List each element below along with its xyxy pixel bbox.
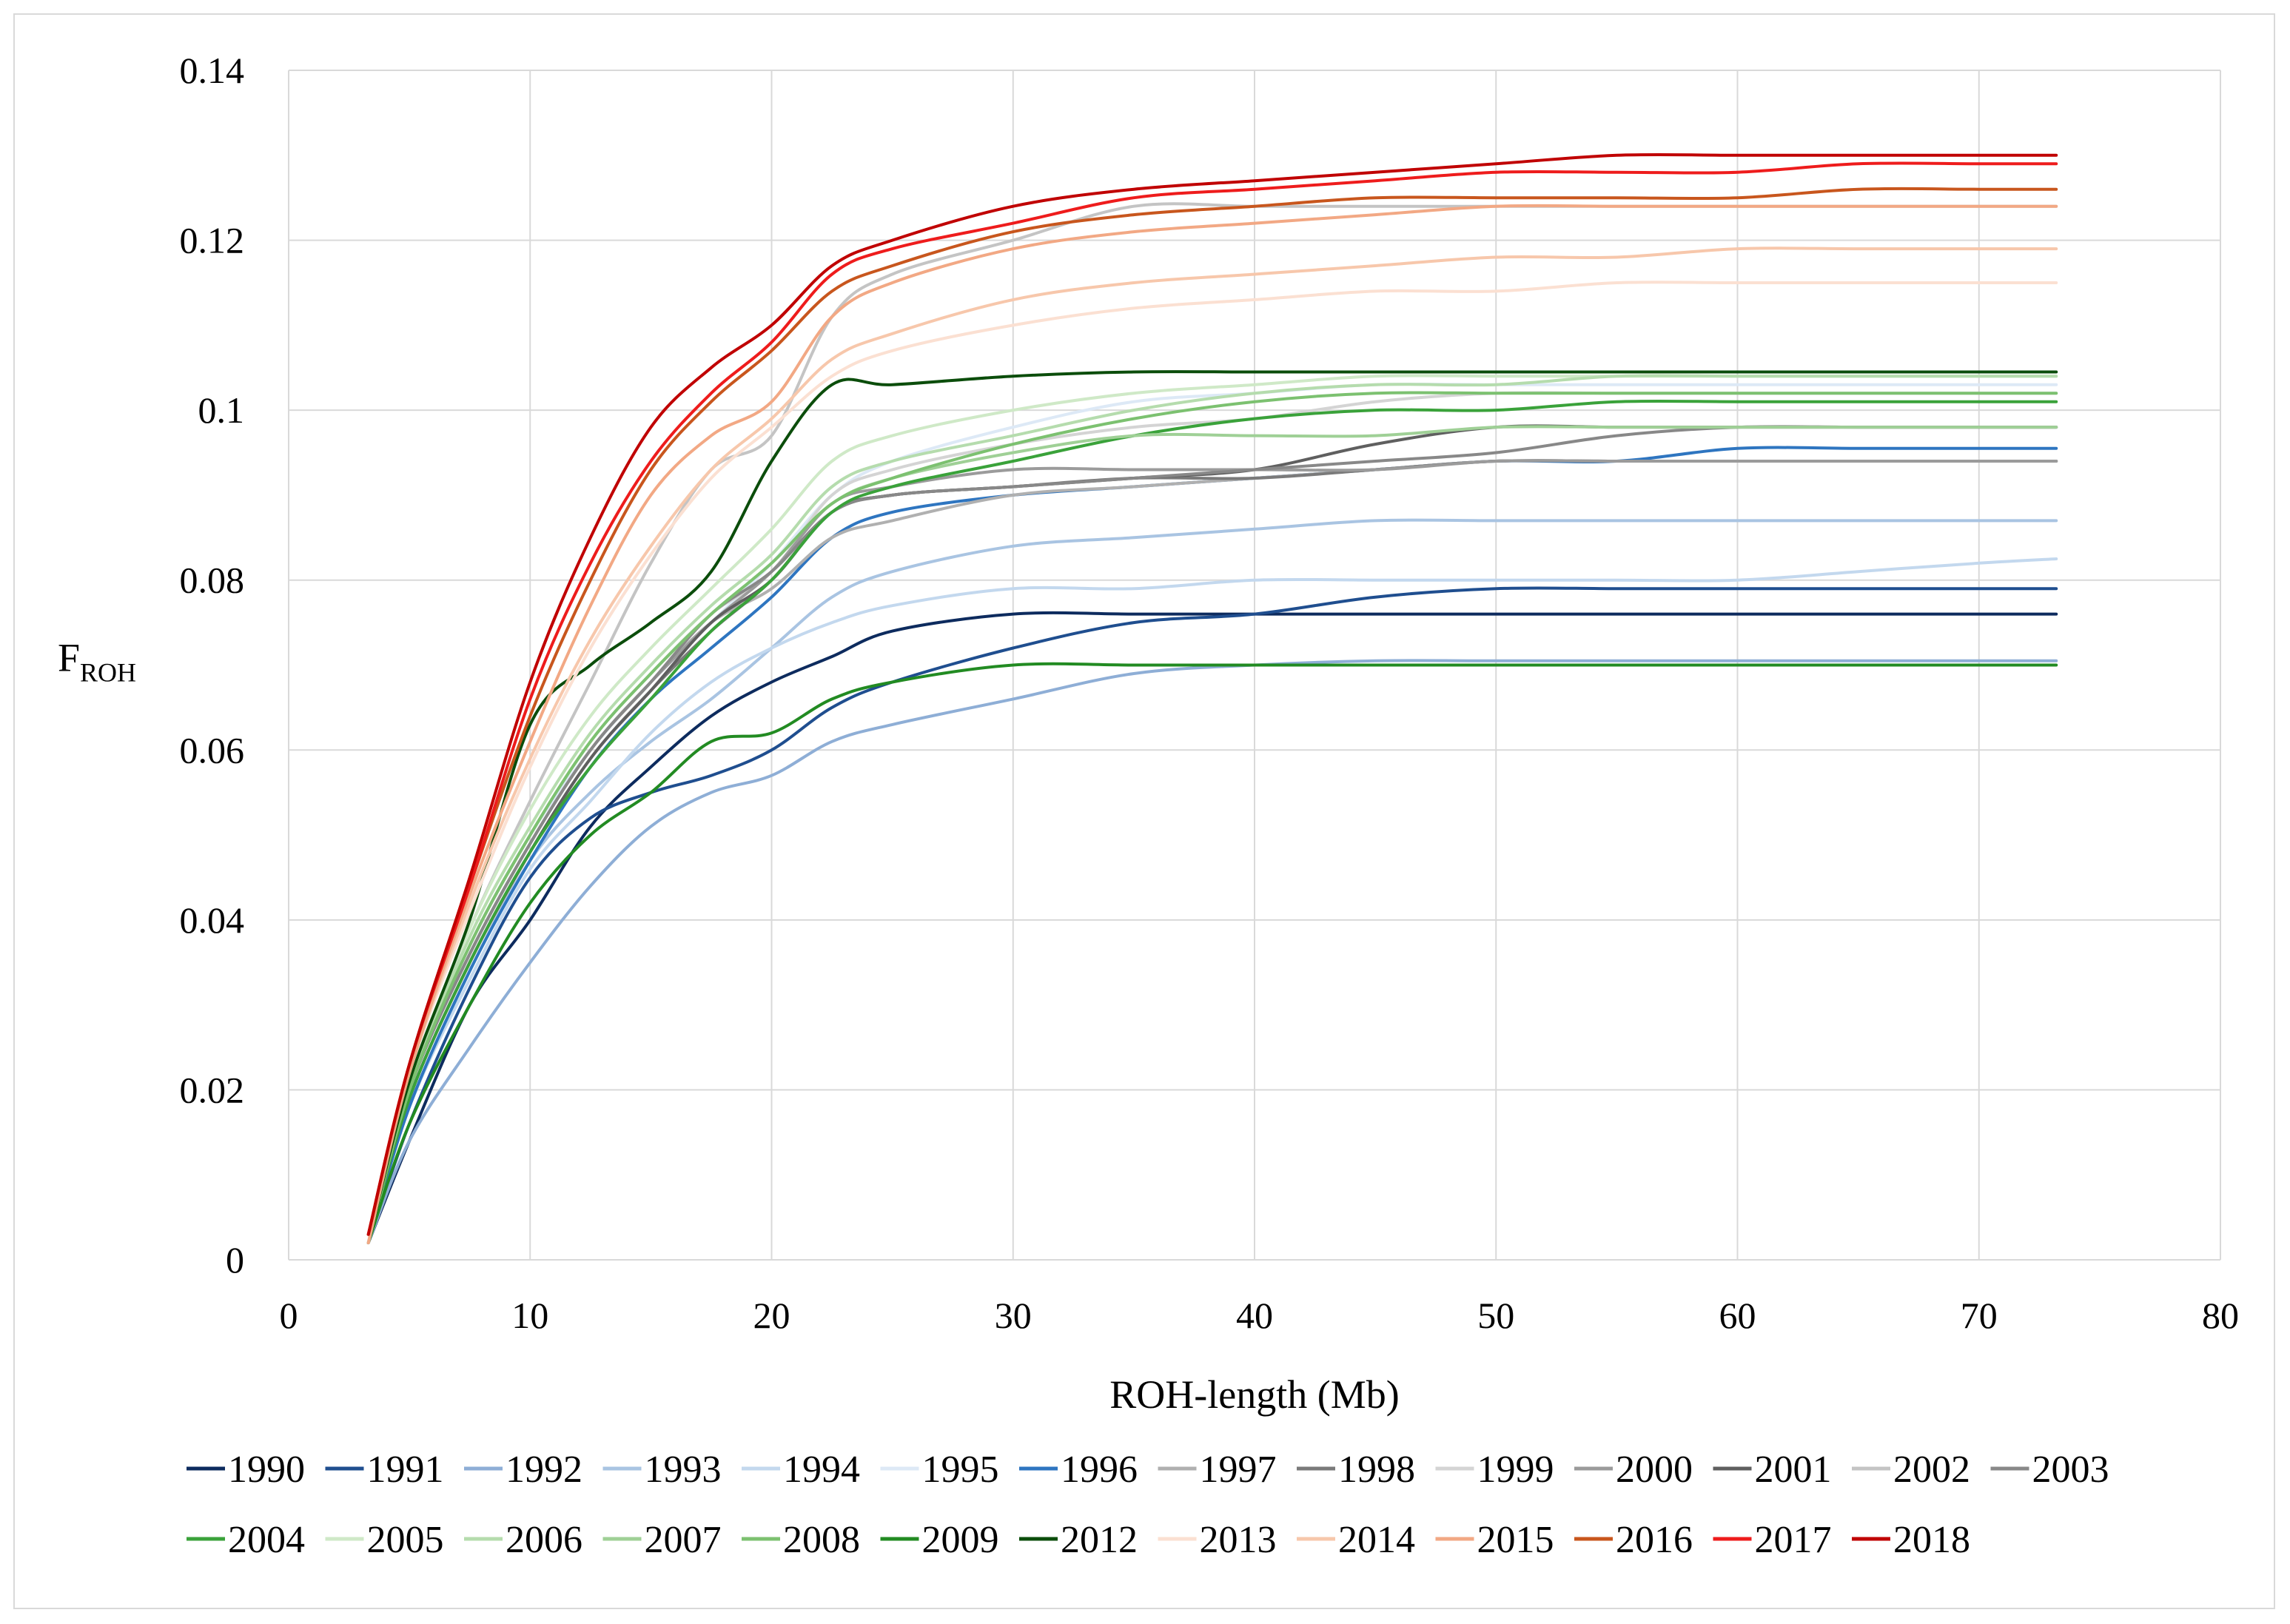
series-line-2016 xyxy=(366,187,2058,1236)
x-tick-label: 40 xyxy=(1236,1295,1273,1336)
legend-label-2009: 2009 xyxy=(922,1519,999,1561)
y-tick-label: 0.12 xyxy=(180,220,245,261)
y-axis-title-subscript: ROH xyxy=(80,658,136,688)
legend-label-1994: 1994 xyxy=(783,1449,860,1491)
series-line-2013 xyxy=(366,281,2058,1244)
y-axis-ticks: 0 0.02 0.04 0.06 0.08 0.1 0.12 0.14 xyxy=(180,50,245,1281)
series-line-1990 xyxy=(366,611,2058,1244)
y-tick-label: 0 xyxy=(226,1239,244,1281)
legend-label-2005: 2005 xyxy=(367,1519,444,1561)
legend-label-2001: 2001 xyxy=(1755,1449,1832,1491)
legend-label-2008: 2008 xyxy=(783,1519,860,1561)
series-line-1993 xyxy=(366,518,2058,1244)
y-tick-label: 0.06 xyxy=(180,729,245,771)
x-tick-label: 70 xyxy=(1961,1295,1998,1336)
series-line-1994 xyxy=(366,557,2058,1244)
series-line-2018 xyxy=(366,152,2058,1236)
x-axis-ticks: 0 10 20 30 40 50 60 70 80 xyxy=(280,1295,2240,1336)
y-tick-label: 0.14 xyxy=(180,50,245,91)
legend-label-2003: 2003 xyxy=(2032,1449,2109,1491)
x-tick-label: 80 xyxy=(2202,1295,2239,1336)
series-line-1992 xyxy=(366,659,2058,1244)
x-axis-title: ROH-length (Mb) xyxy=(1109,1372,1399,1417)
series-line-2003 xyxy=(366,425,2058,1244)
legend-label-2015: 2015 xyxy=(1477,1519,1554,1561)
legend-label-1990: 1990 xyxy=(228,1449,305,1491)
y-tick-label: 0.1 xyxy=(198,389,245,431)
y-axis-title: FROH xyxy=(58,636,136,688)
series-line-1991 xyxy=(366,586,2058,1244)
y-tick-label: 0.04 xyxy=(180,899,245,941)
legend-label-2006: 2006 xyxy=(506,1519,582,1561)
legend-label-2007: 2007 xyxy=(645,1519,722,1561)
legend-label-1998: 1998 xyxy=(1338,1449,1415,1491)
y-axis-title-main: F xyxy=(58,636,80,680)
series-line-2015 xyxy=(366,204,2058,1244)
legend-label-1992: 1992 xyxy=(506,1449,582,1491)
series-line-2008 xyxy=(366,391,2058,1244)
x-tick-label: 50 xyxy=(1477,1295,1514,1336)
legend-label-2004: 2004 xyxy=(228,1519,305,1561)
legend-label-2017: 2017 xyxy=(1755,1519,1832,1561)
legend-label-2002: 2002 xyxy=(1893,1449,1970,1491)
legend-label-1995: 1995 xyxy=(922,1449,999,1491)
series-lines xyxy=(366,152,2058,1244)
series-line-2004 xyxy=(366,399,2058,1244)
y-tick-label: 0.02 xyxy=(180,1069,245,1110)
y-tick-label: 0.08 xyxy=(180,560,245,601)
legend-label-1991: 1991 xyxy=(367,1449,444,1491)
legend-label-2012: 2012 xyxy=(1061,1519,1138,1561)
series-line-2014 xyxy=(366,246,2058,1244)
legend-label-2018: 2018 xyxy=(1893,1519,1970,1561)
legend-label-2013: 2013 xyxy=(1200,1519,1277,1561)
series-line-2007 xyxy=(366,425,2058,1244)
legend-label-2016: 2016 xyxy=(1616,1519,1693,1561)
legend-label-1997: 1997 xyxy=(1200,1449,1277,1491)
x-tick-label: 20 xyxy=(753,1295,790,1336)
legend-label-2014: 2014 xyxy=(1338,1519,1415,1561)
series-line-2012 xyxy=(366,370,2058,1244)
legend: 1990 1991 1992 1993 1994 1995 1996 1997 1998 1999… xyxy=(187,1449,2109,1561)
legend-label-1999: 1999 xyxy=(1477,1449,1554,1491)
series-line-2001 xyxy=(366,424,2058,1244)
x-tick-label: 30 xyxy=(995,1295,1032,1336)
legend-label-2000: 2000 xyxy=(1616,1449,1693,1491)
chart-frame xyxy=(13,13,2275,1609)
x-tick-label: 0 xyxy=(280,1295,298,1336)
x-tick-label: 10 xyxy=(511,1295,548,1336)
series-line-1996 xyxy=(366,446,2058,1244)
legend-label-1996: 1996 xyxy=(1061,1449,1138,1491)
legend-label-1993: 1993 xyxy=(645,1449,722,1491)
x-tick-label: 60 xyxy=(1719,1295,1756,1336)
series-line-2009 xyxy=(366,662,2058,1244)
series-line-2017 xyxy=(366,161,2058,1236)
series-line-2006 xyxy=(366,374,2058,1244)
